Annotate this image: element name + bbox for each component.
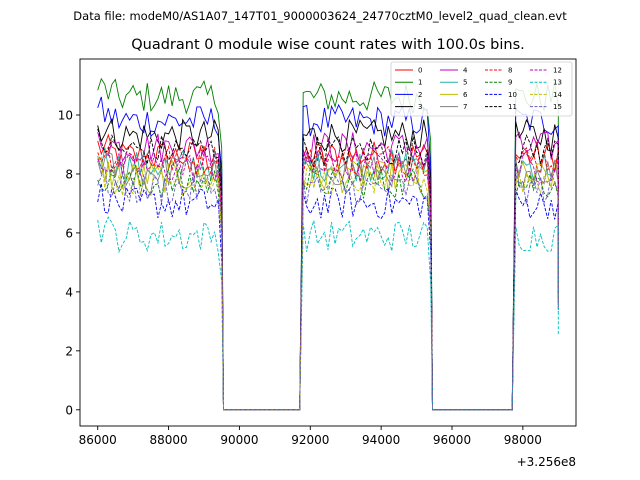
- y-tick-label: 6: [65, 226, 73, 240]
- y-tick-label: 2: [65, 344, 73, 358]
- legend-label: 9: [508, 79, 512, 87]
- y-tick-label: 4: [65, 285, 73, 299]
- x-tick-label: 90000: [220, 433, 258, 447]
- legend-label: 12: [553, 67, 562, 75]
- series-line-10: [97, 183, 559, 411]
- x-tick-label: 98000: [504, 433, 542, 447]
- x-tick-label: 96000: [433, 433, 471, 447]
- legend-box: [390, 61, 573, 117]
- series-line-14: [97, 156, 559, 411]
- series-line-9: [97, 166, 559, 411]
- chart-title: Quadrant 0 module wise count rates with …: [131, 37, 525, 53]
- legend-label: 5: [463, 79, 467, 87]
- x-tick-label: 92000: [291, 433, 329, 447]
- axes-layer: 86000 88000 90000 92000 94000 96000 98000 0 2 4 6 8…: [58, 58, 577, 447]
- series-layer: [97, 77, 559, 411]
- y-tick-label: 10: [58, 109, 73, 123]
- legend-label: 8: [508, 67, 512, 75]
- legend-label: 15: [553, 103, 562, 111]
- legend-label: 6: [463, 91, 468, 99]
- legend-label: 7: [463, 103, 467, 111]
- x-tick-label: 94000: [362, 433, 400, 447]
- y-tick-label: 0: [65, 403, 73, 417]
- series-line-6: [97, 156, 559, 411]
- series-line-8: [97, 143, 559, 411]
- legend-label: 14: [553, 91, 562, 99]
- series-line-7: [97, 151, 559, 411]
- legend-label: 2: [418, 91, 422, 99]
- plot-frame: [79, 58, 577, 427]
- x-tick-label: 86000: [79, 433, 117, 447]
- legend-label: 4: [463, 67, 468, 75]
- series-line-12: [97, 151, 559, 411]
- legend-label: 0: [418, 67, 422, 75]
- legend-label: 3: [418, 103, 422, 111]
- legend-label: 10: [508, 91, 517, 99]
- legend-label: 13: [553, 79, 562, 87]
- y-tick-label: 8: [65, 167, 73, 181]
- legend-label: 11: [508, 103, 517, 111]
- chart-suptitle: Data file: modeM0/AS1A07_147T01_90000036…: [73, 9, 567, 23]
- series-line-13: [97, 216, 559, 411]
- series-line-15: [97, 166, 559, 411]
- series-line-1: [97, 77, 559, 411]
- x-tick-label: 88000: [149, 433, 187, 447]
- x-offset-label: +3.256e8: [517, 455, 576, 469]
- legend-label: 1: [418, 79, 422, 87]
